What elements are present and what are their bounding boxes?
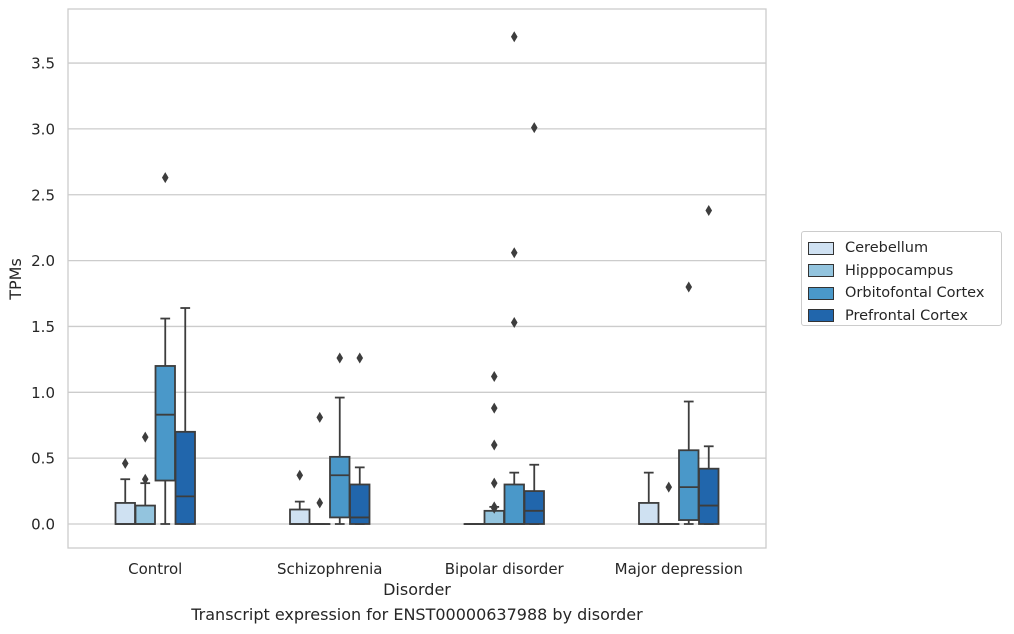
y-axis-ticks: 0.0 0.5 1.0 1.5 2.0 2.5 3.0 3.5 [31, 55, 55, 534]
outlier-point [121, 457, 129, 469]
outlier-point [296, 469, 304, 481]
box [289, 469, 311, 525]
box-rect [638, 502, 660, 525]
x-tick-label: Bipolar disorder [445, 560, 565, 578]
y-tick-label: 2.0 [31, 252, 55, 270]
box-rect [523, 490, 545, 525]
x-axis-ticks: Control Schizophrenia Bipolar disorder Majo… [128, 560, 743, 578]
outlier-point [316, 497, 324, 509]
legend: Cerebellum Hipppocampus Orbitofontal Corte… [801, 231, 1002, 326]
y-tick-label: 1.5 [31, 318, 55, 336]
outlier-point [490, 501, 498, 513]
outlier-point [490, 402, 498, 414]
box-rect [678, 449, 700, 521]
box-rect [154, 365, 176, 482]
legend-swatch [808, 241, 834, 255]
outlier-point [316, 411, 324, 423]
legend-label: Cerebellum [845, 240, 929, 257]
box-rect [134, 504, 156, 525]
box-rect [329, 455, 351, 519]
outlier-point [141, 473, 149, 485]
box [349, 352, 371, 525]
outlier-point [161, 172, 169, 184]
box [503, 31, 525, 525]
legend-swatch [808, 309, 834, 323]
box [523, 122, 545, 525]
box-rect [349, 483, 371, 525]
outlier-point [685, 281, 693, 293]
box [678, 281, 700, 525]
legend-swatch [808, 264, 834, 278]
outlier-point [490, 370, 498, 382]
box-rect [114, 502, 136, 525]
outlier-point [510, 316, 518, 328]
x-tick-label: Control [128, 560, 182, 578]
outlier-point [510, 247, 518, 259]
box [329, 352, 351, 525]
outlier-point [490, 439, 498, 451]
y-tick-label: 3.0 [31, 120, 55, 138]
box-plots [114, 31, 720, 526]
outlier-point [510, 31, 518, 43]
plot-frame [67, 8, 767, 549]
box [114, 457, 136, 525]
box [174, 307, 196, 525]
box-rect [174, 430, 196, 525]
x-axis-label: Disorder [383, 580, 451, 599]
legend-item: Hipppocampus [808, 260, 1001, 283]
y-tick-label: 0.5 [31, 450, 55, 468]
box [483, 370, 505, 525]
outlier-point [705, 205, 713, 217]
box [698, 205, 720, 525]
legend-item: Cerebellum [808, 237, 1001, 260]
outlier-point [530, 122, 538, 134]
box-rect [503, 483, 525, 525]
box [638, 471, 660, 525]
x-tick-label: Schizophrenia [277, 560, 382, 578]
legend-label: Orbitofontal Cortex [845, 285, 985, 302]
box-rect [698, 467, 720, 525]
legend-item: Orbitofontal Cortex [808, 282, 1001, 305]
box [658, 481, 680, 526]
y-tick-label: 2.5 [31, 186, 55, 204]
legend-item: Prefrontal Cortex [808, 305, 1001, 328]
y-axis-label: TPMs [6, 258, 25, 301]
y-tick-label: 1.0 [31, 384, 55, 402]
chart-caption: Transcript expression for ENST0000063798… [191, 605, 643, 624]
outlier-point [665, 481, 673, 493]
legend-label: Hipppocampus [845, 262, 954, 279]
outlier-point [490, 477, 498, 489]
legend-swatch [808, 286, 834, 300]
y-tick-label: 0.0 [31, 516, 55, 534]
outlier-point [336, 352, 344, 364]
outlier-point [141, 431, 149, 443]
outlier-point [356, 352, 364, 364]
legend-label: Prefrontal Cortex [845, 307, 968, 324]
box [154, 172, 176, 525]
box [309, 411, 331, 526]
y-tick-label: 3.5 [31, 55, 55, 73]
box [134, 431, 156, 525]
x-tick-label: Major depression [615, 560, 743, 578]
box-rect [289, 508, 311, 525]
